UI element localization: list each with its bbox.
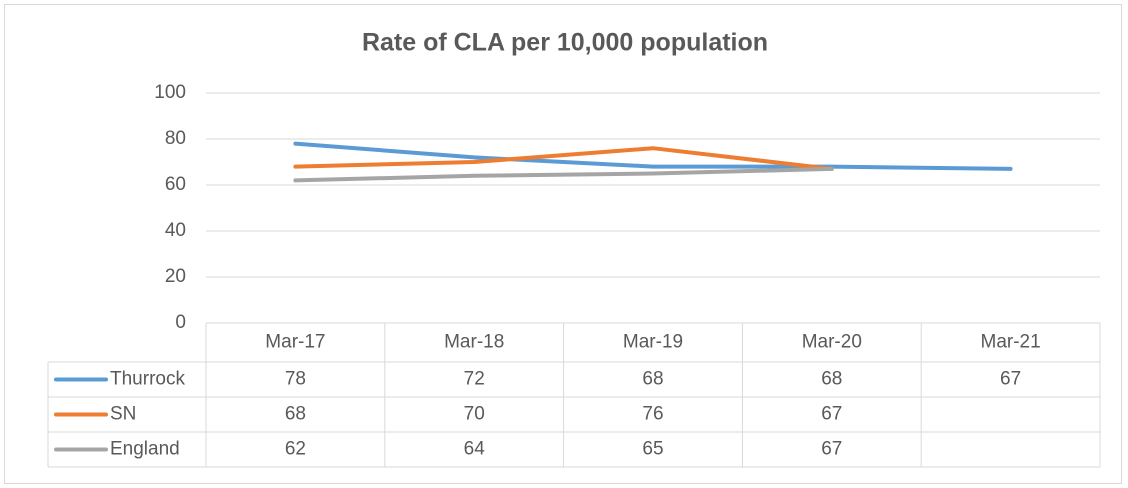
chart-border xyxy=(4,4,1122,484)
table-value: 76 xyxy=(642,404,663,425)
series-line xyxy=(293,166,834,183)
table-value: 64 xyxy=(464,439,486,460)
table-value: 68 xyxy=(821,369,842,390)
legend-label: SN xyxy=(110,404,136,425)
series-line xyxy=(293,141,1013,171)
x-tick-label: Mar-17 xyxy=(265,332,325,353)
table-value: 65 xyxy=(642,439,663,460)
table-value: 78 xyxy=(285,369,306,390)
table-value: 62 xyxy=(285,439,306,460)
x-tick-label: Mar-19 xyxy=(623,332,683,353)
y-tick-label: 60 xyxy=(165,174,186,195)
table-value: 68 xyxy=(285,404,306,425)
y-tick-label: 40 xyxy=(165,220,186,241)
table-value: 67 xyxy=(1000,369,1021,390)
y-tick-label: 0 xyxy=(175,312,186,333)
x-tick-label: Mar-18 xyxy=(444,332,504,353)
legend-label: England xyxy=(110,439,180,460)
table-value: 72 xyxy=(464,369,485,390)
table-value: 67 xyxy=(821,439,842,460)
table-value: 70 xyxy=(464,404,485,425)
x-tick-label: Mar-21 xyxy=(981,332,1041,353)
y-tick-label: 80 xyxy=(165,128,186,149)
legend-label: Thurrock xyxy=(110,369,185,390)
chart-title: Rate of CLA per 10,000 population xyxy=(362,29,768,57)
table-value: 68 xyxy=(642,369,663,390)
x-tick-label: Mar-20 xyxy=(802,332,862,353)
y-tick-label: 100 xyxy=(154,82,186,103)
table-value: 67 xyxy=(821,404,842,425)
y-tick-label: 20 xyxy=(165,266,186,287)
series-line xyxy=(293,146,834,171)
